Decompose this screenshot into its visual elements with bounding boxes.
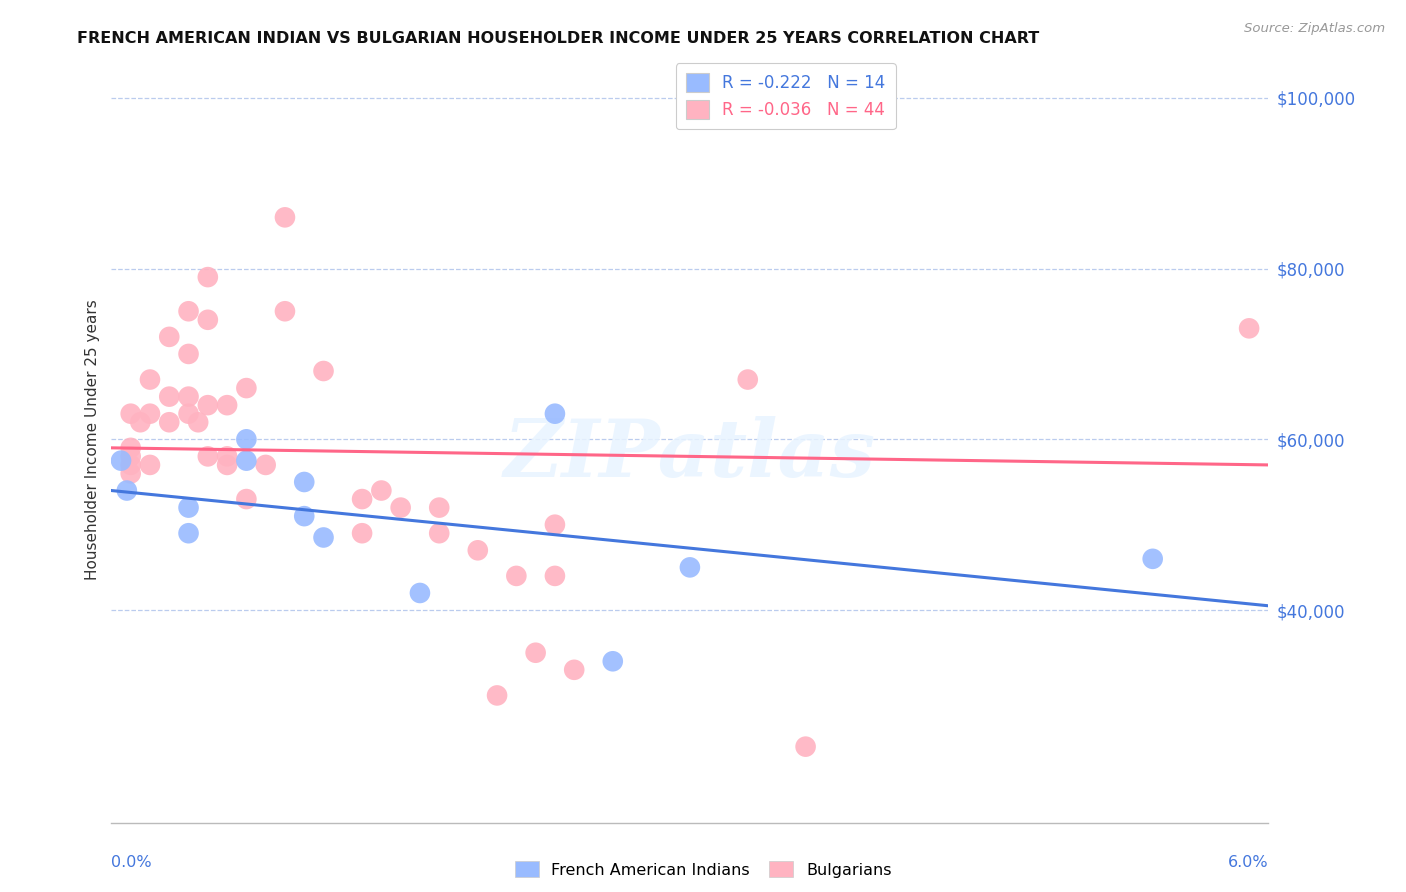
Text: Source: ZipAtlas.com: Source: ZipAtlas.com bbox=[1244, 22, 1385, 36]
Point bbox=[177, 304, 200, 318]
Point bbox=[427, 500, 450, 515]
Point bbox=[187, 415, 209, 429]
Point bbox=[524, 646, 547, 660]
Point bbox=[177, 526, 200, 541]
Point bbox=[544, 517, 567, 532]
Point bbox=[120, 407, 142, 421]
Point bbox=[467, 543, 489, 558]
Point bbox=[139, 373, 162, 387]
Point bbox=[177, 347, 200, 361]
Point bbox=[312, 531, 335, 545]
Point bbox=[312, 364, 335, 378]
Point bbox=[679, 560, 702, 574]
Point bbox=[139, 407, 162, 421]
Point bbox=[110, 453, 132, 467]
Point bbox=[115, 483, 138, 498]
Point bbox=[292, 509, 315, 524]
Legend: French American Indians, Bulgarians: French American Indians, Bulgarians bbox=[508, 855, 898, 884]
Point bbox=[217, 450, 239, 464]
Point bbox=[292, 475, 315, 489]
Point bbox=[235, 433, 257, 447]
Point bbox=[505, 569, 527, 583]
Point bbox=[197, 270, 219, 285]
Text: 6.0%: 6.0% bbox=[1227, 855, 1268, 870]
Point bbox=[177, 390, 200, 404]
Point bbox=[139, 458, 162, 472]
Point bbox=[602, 654, 624, 668]
Point bbox=[274, 211, 297, 225]
Text: FRENCH AMERICAN INDIAN VS BULGARIAN HOUSEHOLDER INCOME UNDER 25 YEARS CORRELATIO: FRENCH AMERICAN INDIAN VS BULGARIAN HOUS… bbox=[77, 31, 1039, 46]
Point bbox=[544, 407, 567, 421]
Point bbox=[254, 458, 277, 472]
Point bbox=[197, 450, 219, 464]
Point bbox=[1237, 321, 1260, 335]
Text: ZIPatlas: ZIPatlas bbox=[503, 416, 876, 493]
Point bbox=[177, 407, 200, 421]
Point bbox=[120, 467, 142, 481]
Point bbox=[177, 500, 200, 515]
Point bbox=[120, 450, 142, 464]
Point bbox=[486, 689, 509, 703]
Point bbox=[157, 390, 180, 404]
Point bbox=[562, 663, 585, 677]
Point bbox=[129, 415, 152, 429]
Point bbox=[235, 381, 257, 395]
Point bbox=[157, 415, 180, 429]
Point bbox=[197, 398, 219, 412]
Point bbox=[274, 304, 297, 318]
Point bbox=[737, 373, 759, 387]
Point bbox=[235, 491, 257, 506]
Point bbox=[389, 500, 412, 515]
Text: 0.0%: 0.0% bbox=[111, 855, 152, 870]
Point bbox=[120, 441, 142, 455]
Legend: R = -0.222   N = 14, R = -0.036   N = 44: R = -0.222 N = 14, R = -0.036 N = 44 bbox=[676, 63, 896, 129]
Point bbox=[1142, 551, 1164, 566]
Point bbox=[120, 458, 142, 472]
Point bbox=[197, 313, 219, 327]
Point bbox=[794, 739, 817, 754]
Point bbox=[157, 330, 180, 344]
Point bbox=[352, 491, 374, 506]
Point bbox=[217, 398, 239, 412]
Point bbox=[235, 453, 257, 467]
Point bbox=[427, 526, 450, 541]
Point bbox=[544, 569, 567, 583]
Point bbox=[370, 483, 392, 498]
Point bbox=[217, 458, 239, 472]
Point bbox=[352, 526, 374, 541]
Y-axis label: Householder Income Under 25 years: Householder Income Under 25 years bbox=[86, 299, 100, 580]
Point bbox=[409, 586, 432, 600]
